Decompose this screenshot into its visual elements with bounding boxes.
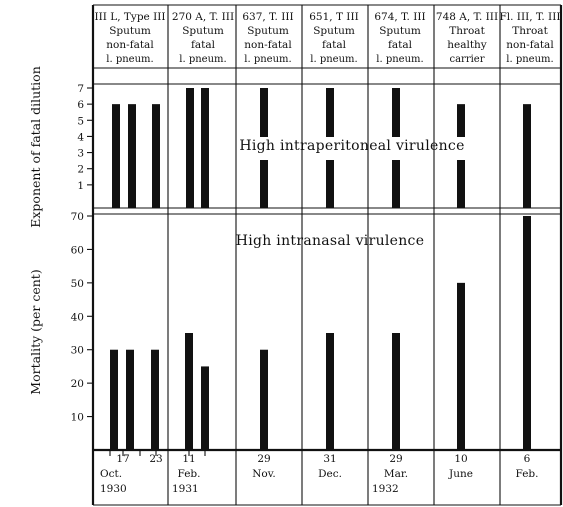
header-group: III L, Type III Sputum non-fatal l. pneu… [94,11,560,65]
tick-marks: 1 2 3 4 5 6 7 10 20 30 40 50 60 70 [71,83,206,456]
tick-label: 1 [77,180,84,192]
date-day: 10 [454,453,467,465]
date-group: 17 23 Oct. 1930 11 Feb. 1931 29 Nov. 31 … [100,453,538,495]
header-line: non-fatal [506,39,554,51]
header-line: Sputum [379,25,421,37]
tick-label: 2 [77,164,84,176]
date-month: Mar. [384,468,408,480]
header-line: carrier [449,54,484,65]
bottom-annotation: High intranasal virulence [236,233,425,249]
bar [392,88,400,137]
bar [185,333,193,450]
bar [112,104,120,208]
bar [126,349,134,450]
header-line: l. pneum. [179,54,226,65]
bar [186,88,194,208]
header-line: Sputum [109,25,151,37]
header-line: l. pneum. [310,54,357,65]
bar [152,104,160,208]
header-line: Sputum [313,25,355,37]
frame-lines [91,4,563,506]
bottom-axis-label: Mortality (per cent) [28,269,43,394]
header-line: l. pneum. [506,54,553,65]
bar [201,88,209,208]
header-line: non-fatal [106,39,154,51]
header-line: Sputum [247,25,289,37]
date-day: 11 [182,453,195,465]
date-month: Oct. [100,468,122,480]
header-line: l. pneum. [376,54,423,65]
header-line: healthy [447,39,487,51]
date-day: 6 [524,453,531,465]
date-month: Dec. [318,468,342,480]
date-day: 31 [323,453,336,465]
bar [260,88,268,137]
date-month: Feb. [516,468,539,480]
tick-label: 3 [77,148,84,160]
date-day: 23 [149,453,162,465]
header-line: Sputum [182,25,224,37]
bar [457,104,465,137]
header-line: 674, T. III [374,11,425,23]
tick-label: 6 [77,99,84,111]
bar [326,160,334,208]
tick-label: 60 [71,244,84,256]
bar [523,104,531,208]
date-month: Nov. [252,468,276,480]
date-year: 1930 [100,483,127,495]
top-axis-label: Exponent of fatal dilution [28,66,43,228]
date-month: Feb. [178,468,201,480]
header-line: l. pneum. [244,54,291,65]
bars [110,88,531,450]
header-line: III L, Type III [94,11,165,23]
tick-label: 10 [71,412,84,424]
date-day: 29 [257,453,270,465]
bar [392,160,400,208]
tick-label: 5 [77,115,84,127]
tick-label: 20 [71,378,84,390]
tick-label: 50 [71,278,84,290]
tick-label: 4 [77,131,84,143]
bar [151,349,159,450]
top-annotation: High intraperitoneal virulence [239,138,464,154]
bar [457,282,465,450]
header-line: fatal [322,39,347,51]
header-line: 270 A, T. III [172,11,234,23]
header-line: fatal [388,39,413,51]
tick-label: 30 [71,345,84,357]
tick-label: 70 [71,211,84,223]
header-line: 748 A, T. III [436,11,498,23]
tick-label: 7 [77,83,84,95]
bar [110,349,118,450]
header-line: 651, T III [309,11,359,23]
header-line: Fl. III, T. III [499,11,560,23]
bar [392,333,400,450]
date-year: 1932 [372,483,399,495]
bar [457,160,465,208]
tick-label: 40 [71,311,84,323]
header-line: Throat [512,25,548,37]
bar [326,88,334,137]
header-line: non-fatal [244,39,292,51]
date-year: 1931 [172,483,199,495]
bar [326,333,334,450]
header-line: Throat [449,25,485,37]
header-line: fatal [191,39,216,51]
bar [128,104,136,208]
bar [201,366,209,450]
date-day: 17 [116,453,129,465]
date-month: June [448,468,473,480]
date-day: 29 [389,453,402,465]
bar [523,216,531,450]
bar [260,349,268,450]
header-line: l. pneum. [106,54,153,65]
header-line: 637, T. III [242,11,293,23]
bar [260,160,268,208]
